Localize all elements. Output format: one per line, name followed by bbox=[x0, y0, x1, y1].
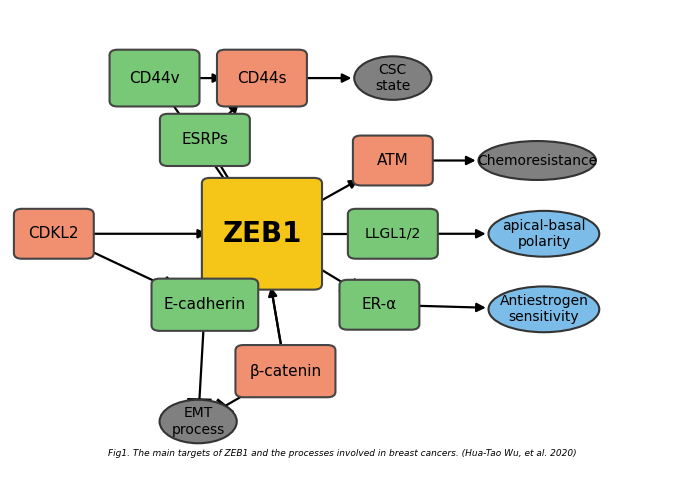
Text: ESRPs: ESRPs bbox=[182, 133, 228, 147]
FancyBboxPatch shape bbox=[340, 280, 419, 330]
FancyBboxPatch shape bbox=[353, 135, 433, 186]
FancyBboxPatch shape bbox=[160, 114, 250, 166]
Text: Antiestrogen
sensitivity: Antiestrogen sensitivity bbox=[499, 294, 588, 324]
Text: E-cadherin: E-cadherin bbox=[164, 297, 246, 312]
Text: β-catenin: β-catenin bbox=[249, 363, 321, 379]
Text: ER-α: ER-α bbox=[362, 297, 397, 312]
Ellipse shape bbox=[488, 286, 599, 332]
FancyBboxPatch shape bbox=[14, 209, 94, 259]
Text: CD44v: CD44v bbox=[129, 70, 180, 86]
FancyBboxPatch shape bbox=[217, 50, 307, 107]
FancyBboxPatch shape bbox=[236, 345, 336, 397]
Ellipse shape bbox=[354, 56, 432, 100]
Text: CSC
state: CSC state bbox=[375, 63, 410, 93]
Text: CDKL2: CDKL2 bbox=[29, 226, 79, 241]
FancyBboxPatch shape bbox=[202, 178, 322, 290]
Ellipse shape bbox=[488, 211, 599, 256]
Text: ZEB1: ZEB1 bbox=[222, 220, 301, 248]
Text: CD44s: CD44s bbox=[237, 70, 287, 86]
Text: LLGL1/2: LLGL1/2 bbox=[364, 227, 421, 241]
Ellipse shape bbox=[160, 400, 237, 443]
Text: ATM: ATM bbox=[377, 153, 409, 168]
Text: Chemoresistance: Chemoresistance bbox=[477, 153, 597, 168]
FancyBboxPatch shape bbox=[151, 279, 258, 331]
FancyBboxPatch shape bbox=[348, 209, 438, 259]
Text: Fig1. The main targets of ZEB1 and the processes involved in breast cancers. (Hu: Fig1. The main targets of ZEB1 and the p… bbox=[108, 449, 577, 458]
Text: EMT
process: EMT process bbox=[171, 406, 225, 437]
FancyBboxPatch shape bbox=[110, 50, 199, 107]
Text: apical-basal
polarity: apical-basal polarity bbox=[502, 219, 586, 249]
Ellipse shape bbox=[478, 141, 596, 180]
